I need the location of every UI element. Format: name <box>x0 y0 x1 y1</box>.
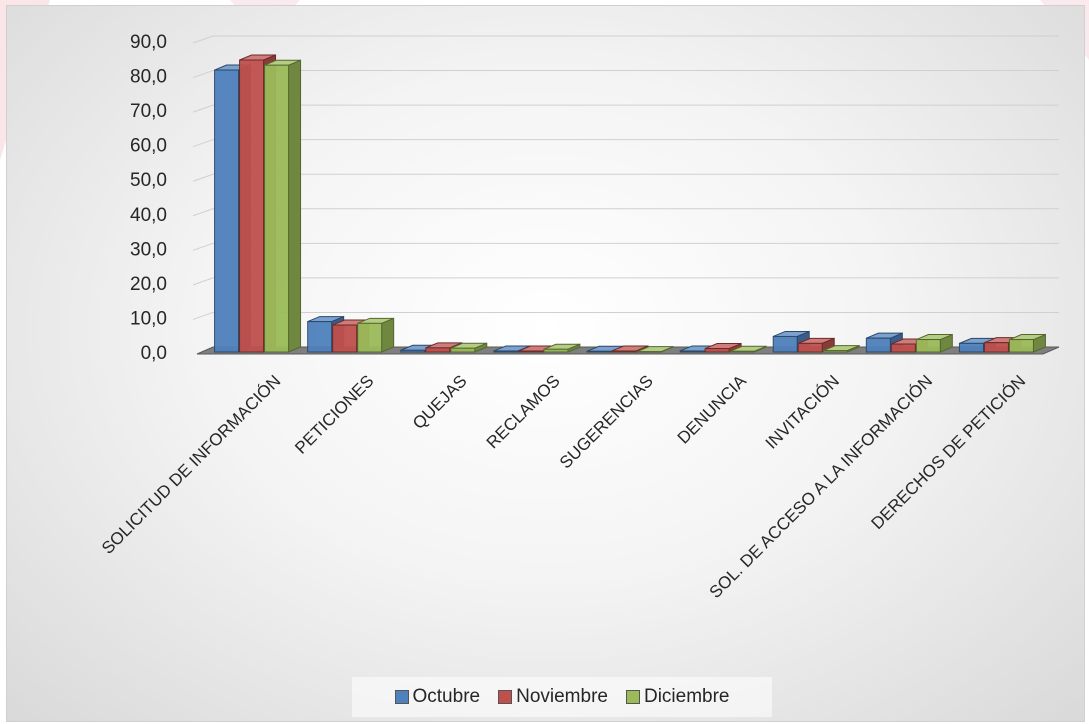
bar-diciembre-5 <box>729 345 767 353</box>
category-label: SUGERENCIAS <box>556 371 657 472</box>
bar-front <box>822 350 848 353</box>
bar-front <box>332 324 358 353</box>
legend-swatch <box>625 690 640 704</box>
bar-diciembre-1 <box>357 317 395 353</box>
bar-front <box>679 350 705 353</box>
category-label: DENUNCIA <box>674 371 751 448</box>
bar-front <box>915 339 941 353</box>
gridline-diagonal <box>192 277 214 286</box>
gridline-diagonal <box>192 311 214 320</box>
bar-diciembre-3 <box>543 343 581 353</box>
y-tick-label: 30,0 <box>130 239 167 260</box>
legend-swatch <box>498 690 513 704</box>
category-label: RECLAMOS <box>483 371 564 452</box>
bar-front <box>400 349 426 353</box>
y-tick-label: 10,0 <box>130 308 167 329</box>
gridlines <box>192 35 1060 355</box>
bar-front <box>983 342 1009 353</box>
y-tick-label: 90,0 <box>130 32 167 53</box>
bar-diciembre-7 <box>915 333 953 353</box>
gridline-diagonal <box>192 208 214 217</box>
bar-front <box>865 337 891 353</box>
bar-front <box>772 335 798 353</box>
bar-octubre-6 <box>772 330 810 353</box>
bar-front <box>586 350 612 353</box>
bar-front <box>1008 339 1034 353</box>
legend-label: Diciembre <box>643 686 730 707</box>
bar-front <box>493 350 519 353</box>
bar-diciembre-6 <box>822 344 860 353</box>
y-tick-label: 40,0 <box>130 205 167 226</box>
bar-noviembre-3 <box>518 345 556 353</box>
legend-label: Octubre <box>412 686 481 707</box>
bar-front <box>636 351 662 353</box>
category-label: QUEJAS <box>409 371 471 433</box>
bar-diciembre-8 <box>1008 333 1046 353</box>
bar-front <box>450 347 476 353</box>
category-label: PETICIONES <box>291 371 377 457</box>
bar-front <box>239 59 265 353</box>
legend-swatch <box>394 690 409 704</box>
x-axis-category-labels: SOLICITUD DE INFORMACIÓN PETICIONES QUEJAS… <box>98 371 1029 602</box>
gridline-diagonal <box>192 173 214 182</box>
chart-area: 0,0 10,0 20,0 30,0 40,0 50,0 60,0 70,0 80,0 90,0 … <box>6 5 1085 722</box>
bar-front <box>518 350 544 353</box>
gridline-diagonal <box>192 70 214 79</box>
gridline-diagonal <box>192 104 214 113</box>
gridline-diagonal <box>192 35 214 44</box>
bar-front <box>307 321 333 353</box>
bar-noviembre-6 <box>797 337 835 353</box>
bar-front <box>425 347 451 353</box>
bar-diciembre-4 <box>636 345 674 353</box>
y-tick-label: 70,0 <box>130 101 167 122</box>
bar-front <box>611 350 637 353</box>
y-axis-tick-labels: 0,0 10,0 20,0 30,0 40,0 50,0 60,0 70,0 80,0 90,0 <box>130 32 167 364</box>
y-tick-label: 20,0 <box>130 274 167 295</box>
category-label: DERECHOS DE PETICIÓN <box>868 371 1030 533</box>
gridline-diagonal <box>192 139 214 148</box>
legend-item-octubre: Octubre <box>394 686 481 708</box>
bar-front <box>797 342 823 353</box>
bars <box>214 54 1046 353</box>
bar-front <box>729 350 755 353</box>
bar-front <box>543 348 569 353</box>
bar-front <box>264 64 290 353</box>
bar-front <box>214 69 240 353</box>
y-tick-label: 50,0 <box>130 170 167 191</box>
bar-front <box>704 348 730 353</box>
bar-front <box>357 322 383 353</box>
legend-item-noviembre: Noviembre <box>498 686 608 708</box>
bar-noviembre-5 <box>704 342 742 353</box>
y-tick-label: 80,0 <box>130 67 167 88</box>
category-label: INVITACIÓN <box>762 371 843 452</box>
y-tick-label: 60,0 <box>130 136 167 157</box>
bar-front <box>890 343 916 353</box>
gridline-diagonal <box>192 242 214 251</box>
bar-chart: 0,010,020,030,040,050,060,070,080,090,0 … <box>98 32 1060 602</box>
bar-diciembre-2 <box>450 342 488 353</box>
legend: Octubre Noviembre Diciembre <box>352 677 772 717</box>
category-label: SOLICITUD DE INFORMACIÓN <box>98 371 284 557</box>
bar-diciembre-0 <box>264 59 302 353</box>
legend-label: Noviembre <box>516 686 608 707</box>
legend-item-diciembre: Diciembre <box>625 686 730 708</box>
y-tick-label: 0,0 <box>141 343 167 364</box>
bar-front <box>958 342 984 353</box>
bar-side <box>288 59 302 353</box>
bar-side <box>381 317 395 353</box>
